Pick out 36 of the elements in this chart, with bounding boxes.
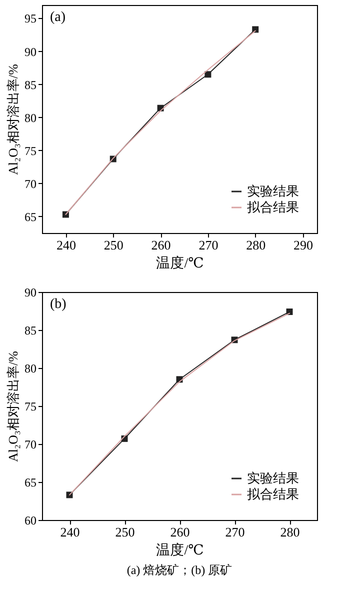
x-tick-label: 240 xyxy=(56,238,76,252)
y-axis-title: Al₂O₃相对溶出率/% xyxy=(6,64,20,175)
y-tick-label: 75 xyxy=(24,400,36,414)
x-tick-label: 280 xyxy=(246,238,266,252)
x-tick-label: 260 xyxy=(170,524,190,540)
x-tick-label: 270 xyxy=(198,238,218,252)
legend-label: 实验结果 xyxy=(247,184,299,198)
y-tick-label: 60 xyxy=(24,514,36,528)
x-axis-title: 温度/℃ xyxy=(156,542,204,558)
legend-label: 拟合结果 xyxy=(247,486,299,502)
x-tick-label: 290 xyxy=(294,238,314,252)
x-tick-label: 260 xyxy=(151,238,171,252)
y-tick-label: 75 xyxy=(24,144,36,158)
y-tick-label: 90 xyxy=(24,44,36,59)
y-tick-label: 80 xyxy=(24,110,36,125)
y-tick-label: 90 xyxy=(24,286,36,300)
text: (a) 焙烧矿；(b) 原矿 xyxy=(126,563,232,577)
x-tick-label: 280 xyxy=(280,524,300,540)
y-tick-label: 65 xyxy=(24,476,36,490)
y-tick-label: 80 xyxy=(24,362,36,376)
annotation: (a) xyxy=(50,10,66,25)
y-tick-label: 85 xyxy=(24,324,36,338)
y-tick-label: 85 xyxy=(24,78,36,92)
y-axis-title: Al₂O₃相对溶出率/% xyxy=(6,350,20,462)
annotation: (b) xyxy=(50,297,67,312)
y-tick-label: 70 xyxy=(24,176,36,191)
y-tick-label: 65 xyxy=(24,210,36,224)
legend-label: 拟合结果 xyxy=(247,200,299,214)
x-tick-label: 270 xyxy=(225,524,245,540)
x-tick-label: 240 xyxy=(60,524,80,540)
y-tick-label: 70 xyxy=(24,438,36,452)
legend-label: 实验结果 xyxy=(247,470,299,486)
x-axis-title: 温度/℃ xyxy=(156,256,204,272)
x-tick-label: 250 xyxy=(104,238,124,252)
x-tick-label: 250 xyxy=(115,524,135,540)
y-tick-label: 95 xyxy=(24,12,36,26)
